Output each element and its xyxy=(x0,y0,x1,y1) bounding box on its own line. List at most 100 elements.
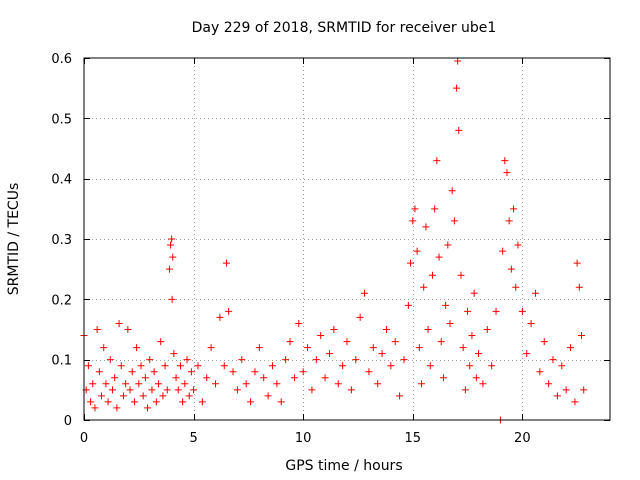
data-point xyxy=(242,380,250,388)
data-point xyxy=(141,374,149,382)
data-point xyxy=(553,392,561,400)
data-point xyxy=(325,350,333,358)
data-point xyxy=(115,319,123,327)
data-point xyxy=(426,362,434,370)
data-point xyxy=(174,386,182,394)
data-point xyxy=(536,368,544,376)
data-point xyxy=(286,338,294,346)
data-point xyxy=(361,289,369,297)
data-point xyxy=(169,253,177,261)
data-point xyxy=(222,259,230,267)
data-point xyxy=(282,356,290,364)
data-point xyxy=(468,332,476,340)
data-point xyxy=(439,374,447,382)
data-point xyxy=(124,326,132,333)
data-point xyxy=(152,398,160,406)
y-tick-label: 0.1 xyxy=(51,354,72,369)
data-point xyxy=(308,386,316,394)
data-point xyxy=(382,326,390,333)
data-point xyxy=(339,362,347,370)
data-point xyxy=(464,307,472,315)
data-point xyxy=(501,157,509,165)
data-point xyxy=(168,295,176,303)
data-point xyxy=(343,338,351,346)
data-point xyxy=(391,338,399,346)
data-point xyxy=(168,235,176,243)
data-point xyxy=(163,386,171,394)
data-point xyxy=(437,338,445,346)
grid-lines xyxy=(84,58,610,420)
data-point xyxy=(157,338,165,346)
data-point xyxy=(93,326,101,333)
data-point xyxy=(428,271,436,279)
data-point xyxy=(431,205,439,213)
data-point xyxy=(290,374,298,382)
data-point xyxy=(567,344,575,352)
data-point xyxy=(251,368,259,376)
data-point xyxy=(185,392,193,400)
y-tick-label: 0 xyxy=(64,414,72,429)
axis-ticks xyxy=(84,58,610,421)
data-point xyxy=(455,126,463,134)
data-point xyxy=(135,380,143,388)
data-point xyxy=(91,404,99,412)
data-point xyxy=(374,380,382,388)
x-axis-label: GPS time / hours xyxy=(285,458,402,474)
data-point xyxy=(190,386,198,394)
data-point xyxy=(113,404,121,412)
data-point xyxy=(260,374,268,382)
data-point xyxy=(444,241,452,249)
data-point xyxy=(507,265,515,273)
data-point xyxy=(183,356,191,364)
data-point xyxy=(578,332,586,340)
data-point xyxy=(435,253,443,261)
data-point xyxy=(321,374,329,382)
data-point xyxy=(198,398,206,406)
y-tick-label: 0.3 xyxy=(51,233,72,248)
data-point xyxy=(212,380,219,388)
data-point xyxy=(167,241,175,249)
data-point xyxy=(442,301,450,309)
y-tick-label: 0.2 xyxy=(51,293,72,308)
data-point xyxy=(400,356,408,364)
data-point xyxy=(409,217,417,225)
data-point xyxy=(229,368,237,376)
data-point xyxy=(505,217,513,225)
data-point xyxy=(457,271,465,279)
data-points xyxy=(80,57,588,424)
data-point xyxy=(87,398,95,406)
data-point xyxy=(264,392,272,400)
data-point xyxy=(433,157,441,165)
data-point xyxy=(161,362,169,370)
y-tick-label: 0.6 xyxy=(51,52,72,67)
data-point xyxy=(424,326,432,333)
y-tick-label: 0.4 xyxy=(51,173,72,188)
data-point xyxy=(545,380,553,388)
data-point xyxy=(422,223,430,231)
data-point xyxy=(247,398,255,406)
data-point xyxy=(404,301,412,309)
data-point xyxy=(396,392,404,400)
data-point xyxy=(102,380,110,388)
data-point xyxy=(450,217,458,225)
data-point xyxy=(255,344,263,352)
data-point xyxy=(111,374,119,382)
data-point xyxy=(352,356,360,364)
data-point xyxy=(170,350,178,358)
data-point xyxy=(483,326,491,333)
data-point xyxy=(580,386,588,394)
data-point xyxy=(562,386,570,394)
data-point xyxy=(413,247,421,255)
data-point xyxy=(334,380,342,388)
data-point xyxy=(558,362,566,370)
x-tick-label: 20 xyxy=(514,431,531,446)
data-point xyxy=(531,289,539,297)
data-point xyxy=(159,392,167,400)
data-point xyxy=(100,344,108,352)
tick-labels: 0 5 10 15 20 0 0.1 0.2 0.3 0.4 0.5 0.6 xyxy=(51,52,530,446)
x-tick-label: 0 xyxy=(80,431,88,446)
data-point xyxy=(466,362,474,370)
data-point xyxy=(415,344,423,352)
data-point xyxy=(420,283,428,291)
